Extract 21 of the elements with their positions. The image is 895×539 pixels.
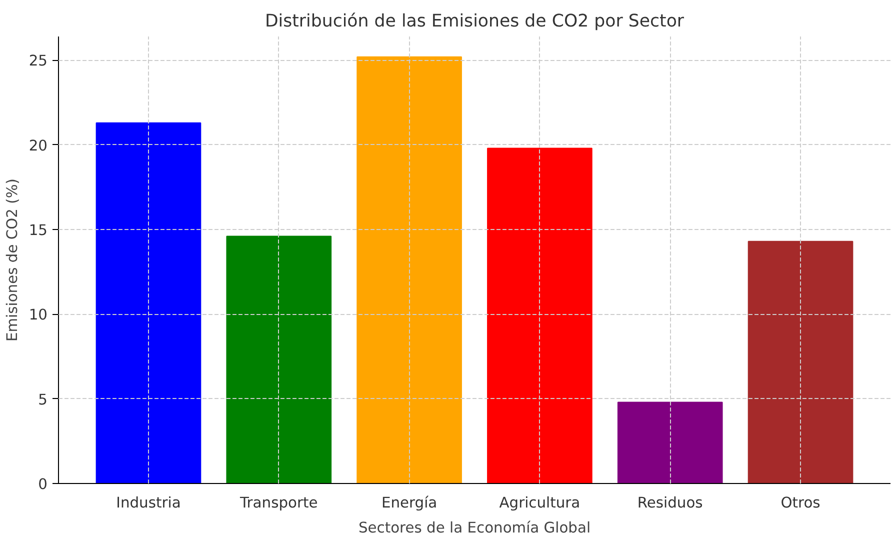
x-tick-label: Transporte [238, 494, 318, 512]
y-tick-label: 15 [28, 222, 48, 240]
y-tick-label: 10 [28, 306, 48, 324]
x-tick-label: Agricultura [499, 494, 580, 512]
chart-title: Distribución de las Emisiones de CO2 por Sector [264, 12, 685, 32]
y-tick-label: 20 [28, 137, 48, 154]
x-tick-label: Energía [381, 494, 438, 512]
bar [487, 148, 592, 484]
x-tick-label: Industria [116, 494, 181, 512]
y-axis-title: Emisiones de CO2 (%) [4, 178, 21, 342]
x-axis-title: Sectores de la Economía Global [358, 520, 591, 536]
bar [356, 56, 462, 484]
y-tick-label: 0 [38, 476, 48, 493]
x-tick-label: Residuos [637, 494, 703, 512]
y-tick-label: 5 [38, 391, 48, 408]
bar [96, 122, 202, 484]
bar [226, 236, 332, 484]
bar [617, 402, 723, 484]
x-tick-label: Otros [780, 494, 820, 512]
bar [748, 240, 854, 484]
y-tick-label: 25 [28, 52, 48, 70]
